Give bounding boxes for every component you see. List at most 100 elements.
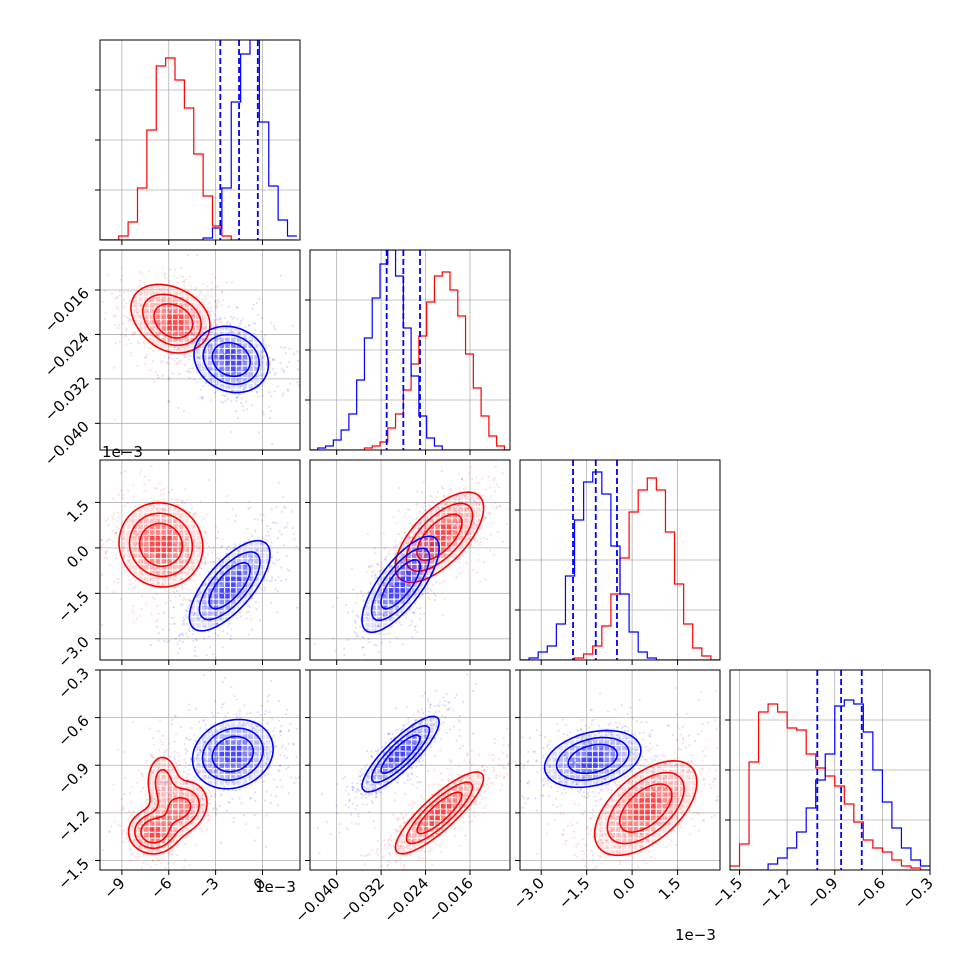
scatter-point-red	[189, 295, 192, 299]
scatter-point-blue	[204, 358, 207, 362]
scatter-point-blue	[198, 357, 201, 360]
scatter-point-blue	[422, 580, 425, 583]
scatter-point-blue	[195, 325, 198, 328]
scatter-point-blue	[268, 356, 272, 360]
scatter-point-red	[415, 502, 418, 505]
scatter-point-blue	[256, 549, 259, 552]
scatter-point-blue	[295, 545, 298, 548]
scatter-point-red	[129, 859, 132, 862]
scatter-point-blue	[373, 643, 376, 646]
scatter-point-blue	[254, 799, 257, 803]
scatter-point-red	[174, 544, 177, 547]
scatter-point-red	[155, 500, 159, 503]
scatter-point-blue	[405, 616, 408, 619]
density-cell-blue	[417, 570, 423, 576]
scatter-point-blue	[188, 629, 191, 633]
scatter-point-red	[160, 359, 163, 362]
scatter-point-red	[156, 618, 159, 621]
scatter-point-blue	[171, 718, 174, 722]
scatter-point-blue	[232, 820, 235, 823]
scatter-point-red	[418, 551, 421, 554]
scatter-point-red	[161, 316, 164, 319]
density-cell-red	[161, 576, 167, 582]
scatter-point-blue	[177, 634, 181, 637]
scatter-point-blue	[282, 371, 286, 374]
scatter-point-blue	[262, 410, 265, 414]
scatter-point-blue	[362, 636, 365, 639]
density-cell-blue	[254, 763, 259, 768]
density-cell-blue	[371, 622, 377, 628]
density-cell-red	[184, 541, 190, 547]
scatter-point-red	[494, 465, 497, 469]
scatter-point-blue	[267, 570, 270, 573]
scatter-point-blue	[388, 632, 391, 635]
scatter-point-red	[434, 551, 437, 554]
scatter-point-red	[158, 520, 161, 523]
scatter-point-blue	[413, 625, 417, 628]
scatter-point-red	[381, 588, 384, 591]
scatter-point-red	[109, 538, 112, 541]
scatter-point-blue	[202, 744, 205, 747]
scatter-point-blue	[379, 591, 382, 595]
scatter-point-red	[493, 553, 496, 556]
scatter-point-red	[206, 306, 210, 309]
scatter-point-blue	[365, 616, 368, 619]
scatter-point-blue	[257, 431, 261, 434]
scatter-point-blue	[261, 377, 264, 380]
scatter-point-red	[150, 773, 153, 776]
scatter-point-blue	[199, 726, 202, 730]
scatter-point-red	[447, 779, 450, 782]
density-cell-red	[178, 576, 184, 582]
scatter-point-blue	[407, 558, 410, 561]
scatter-point-red	[126, 316, 129, 319]
density-cell-red	[412, 570, 417, 576]
contour-blue	[211, 341, 251, 378]
scatter-point-blue	[226, 322, 229, 325]
scatter-point-blue	[187, 344, 191, 347]
scatter-point-blue	[238, 744, 241, 747]
density-cell-blue	[254, 564, 259, 570]
scatter-point-blue	[193, 649, 197, 653]
scatter-point-blue	[435, 580, 438, 583]
density-cell-blue	[225, 605, 230, 611]
scatter-point-blue	[443, 535, 446, 538]
scatter-point-red	[152, 743, 156, 747]
scatter-point-red	[146, 802, 149, 805]
scatter-point-blue	[420, 558, 423, 561]
density-cell-blue	[377, 576, 382, 582]
scatter-point-red	[201, 330, 205, 333]
scatter-point-red	[419, 550, 423, 553]
scatter-point-red	[477, 773, 480, 776]
scatter-point-blue	[266, 721, 269, 725]
scatter-point-red	[392, 609, 395, 613]
density-cell-red	[470, 524, 475, 529]
density-cell-red	[435, 512, 440, 518]
scatter-point-blue	[163, 611, 166, 614]
scatter-point-red	[153, 303, 156, 307]
scatter-point-red	[139, 323, 142, 326]
density-cell-blue	[225, 757, 230, 763]
scatter-point-red	[169, 755, 172, 758]
scatter-point-red	[205, 828, 208, 831]
scatter-point-blue	[194, 612, 197, 615]
scatter-point-red	[168, 812, 171, 815]
scatter-point-red	[380, 865, 383, 868]
density-cell-red	[155, 786, 161, 792]
scatter-point-red	[189, 321, 192, 324]
scatter-point-blue	[227, 369, 230, 372]
scatter-point-red	[168, 785, 171, 788]
scatter-point-red	[130, 351, 133, 354]
scatter-point-blue	[182, 782, 185, 785]
scatter-points-red	[342, 460, 510, 650]
scatter-point-red	[495, 507, 498, 510]
scatter-point-blue	[194, 739, 197, 743]
scatter-point-blue	[395, 614, 399, 617]
scatter-point-blue	[276, 551, 279, 554]
scatter-point-red	[481, 520, 484, 523]
density-cell-blue	[219, 325, 225, 331]
density-cell-blue	[242, 343, 248, 348]
scatter-point-red	[204, 532, 207, 535]
density-cell-blue	[225, 366, 230, 372]
scatter-point-red	[154, 764, 157, 767]
scatter-point-blue	[197, 762, 200, 765]
